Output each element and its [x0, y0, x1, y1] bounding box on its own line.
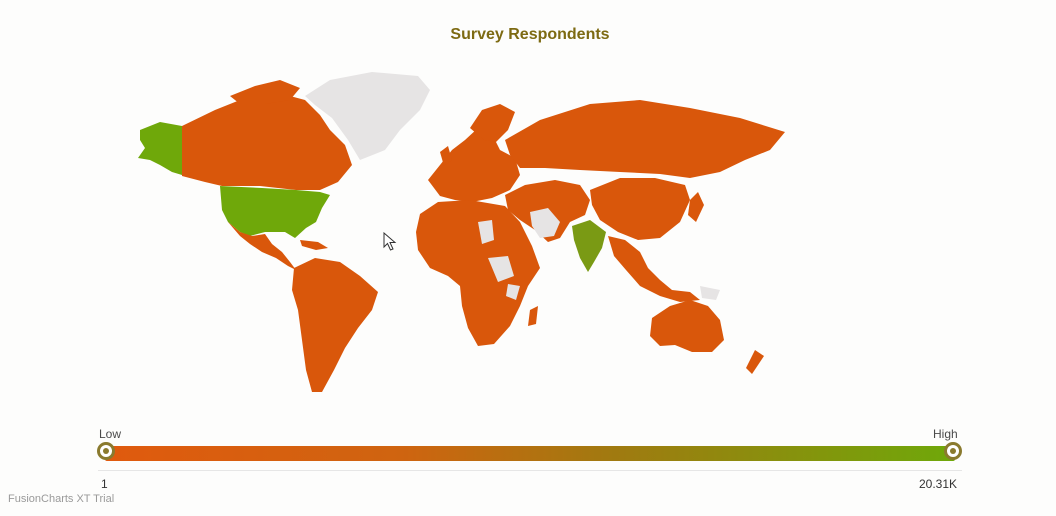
legend-gradient-bar	[105, 446, 955, 461]
region-africa-nodata-east[interactable]	[506, 284, 520, 300]
region-australia[interactable]	[650, 300, 724, 352]
region-alaska[interactable]	[138, 122, 182, 175]
region-arctic-islands[interactable]	[230, 80, 300, 104]
legend-max-value: 20.31K	[919, 477, 958, 491]
region-southeast-asia[interactable]	[608, 236, 700, 302]
region-russia[interactable]	[505, 100, 785, 178]
region-united-states[interactable]	[220, 186, 330, 238]
world-map	[138, 72, 785, 392]
legend-high-label: High	[933, 427, 958, 441]
region-canada[interactable]	[182, 92, 352, 190]
region-japan[interactable]	[688, 192, 704, 222]
pointer-cursor-icon	[383, 232, 397, 251]
legend-min-value: 1	[101, 477, 108, 491]
region-papua[interactable]	[700, 286, 720, 300]
region-india[interactable]	[572, 220, 606, 272]
legend-min-slider-handle[interactable]	[97, 442, 115, 460]
legend-max-slider-handle[interactable]	[944, 442, 962, 460]
region-madagascar[interactable]	[528, 306, 538, 326]
legend-low-label: Low	[99, 427, 122, 441]
region-africa[interactable]	[416, 200, 540, 346]
legend-baseline	[98, 470, 962, 471]
region-africa-nodata-north[interactable]	[478, 220, 494, 244]
region-new-zealand[interactable]	[746, 350, 764, 374]
region-europe[interactable]	[428, 128, 520, 202]
region-caribbean[interactable]	[300, 240, 328, 250]
trial-watermark: FusionCharts XT Trial	[8, 493, 115, 505]
region-greenland[interactable]	[305, 72, 430, 160]
region-africa-nodata-central[interactable]	[488, 256, 514, 282]
region-uk[interactable]	[440, 146, 452, 166]
region-china[interactable]	[590, 178, 690, 240]
region-arabia[interactable]	[530, 208, 560, 238]
region-south-america[interactable]	[292, 258, 378, 392]
chart-title: Survey Respondents	[450, 26, 610, 43]
region-scandinavia[interactable]	[470, 104, 515, 142]
region-mexico[interactable]	[228, 222, 296, 270]
